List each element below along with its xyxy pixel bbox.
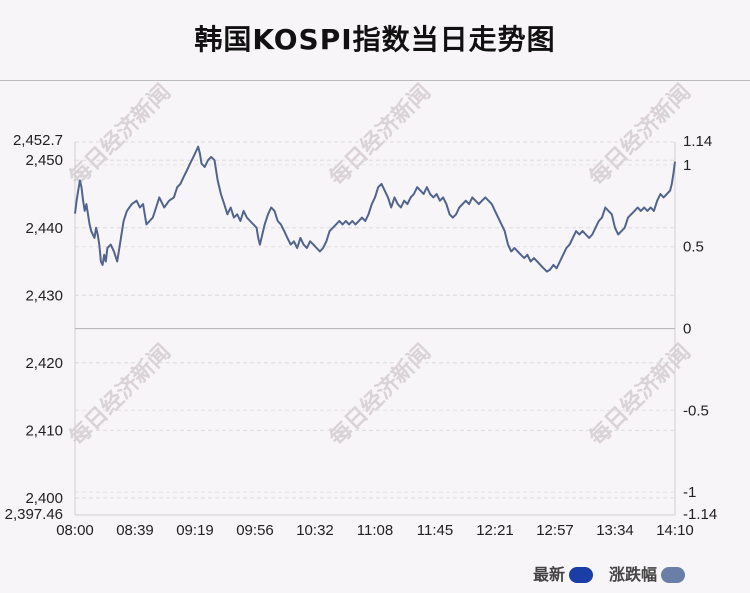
series-line-latest [74,145,676,273]
watermark-text: 每日经济新闻 [324,79,436,191]
y-right-tick-label: 0 [683,321,691,338]
y-right-tick-label: -0.5 [683,402,709,419]
legend-swatch [661,567,685,583]
watermark-text: 每日经济新闻 [584,79,696,191]
legend-swatch [569,567,593,583]
x-tick-label: 08:39 [116,522,154,539]
legend-label: 涨跌幅 [609,565,657,584]
y-left-tick-label: 2,410 [25,422,63,439]
grid-lines [75,141,675,499]
legend-item[interactable]: 涨跌幅 [609,565,685,584]
y-left-tick-label: 2,420 [25,355,63,372]
y-right-tick-label: 1.14 [683,133,712,150]
x-tick-label: 12:21 [476,522,514,539]
y-right-tick-label: -1 [683,484,696,501]
x-tick-label: 14:10 [656,522,694,539]
y-left-tick-label: 2,452.7 [13,132,63,149]
x-tick-label: 10:32 [296,522,334,539]
x-tick-label: 09:56 [236,522,274,539]
x-tick-label: 11:45 [417,522,453,539]
watermark-text: 每日经济新闻 [324,339,436,451]
y-left-tick-label: 2,430 [25,287,63,304]
watermark-text: 每日经济新闻 [64,79,176,191]
tick-labels: 2,397.462,400 2,410 2,420 2,430 2,440 2,450 2,… [5,132,718,539]
y-right-tick-label: -1.14 [683,506,717,523]
x-tick-label: 12:57 [536,522,574,539]
y-right-tick-label: 0.5 [683,239,704,256]
y-left-tick-label: 2,450 [25,152,63,169]
y-left-tick-label: 2,400 [25,490,63,507]
legend[interactable]: 最新 涨跌幅 [533,565,685,584]
axes [74,142,676,516]
watermark-text: 每日经济新闻 [64,339,176,451]
x-tick-label: 11:08 [357,522,393,539]
title-divider [0,80,750,81]
x-tick-label: 09:19 [176,522,214,539]
series-layer [74,145,676,273]
chart-title: 韩国KOSPI指数当日走势图 [194,23,556,56]
legend-label: 最新 [533,565,565,584]
legend-item[interactable]: 最新 [533,565,593,584]
watermark-text: 每日经济新闻 [584,339,696,451]
y-right-tick-label: 1 [683,157,691,174]
y-left-tick-label: 2,440 [25,220,63,237]
y-left-tick-label: 2,397.46 [5,506,63,523]
x-tick-label: 13:34 [596,522,634,539]
x-tick-label: 08:00 [56,522,94,539]
